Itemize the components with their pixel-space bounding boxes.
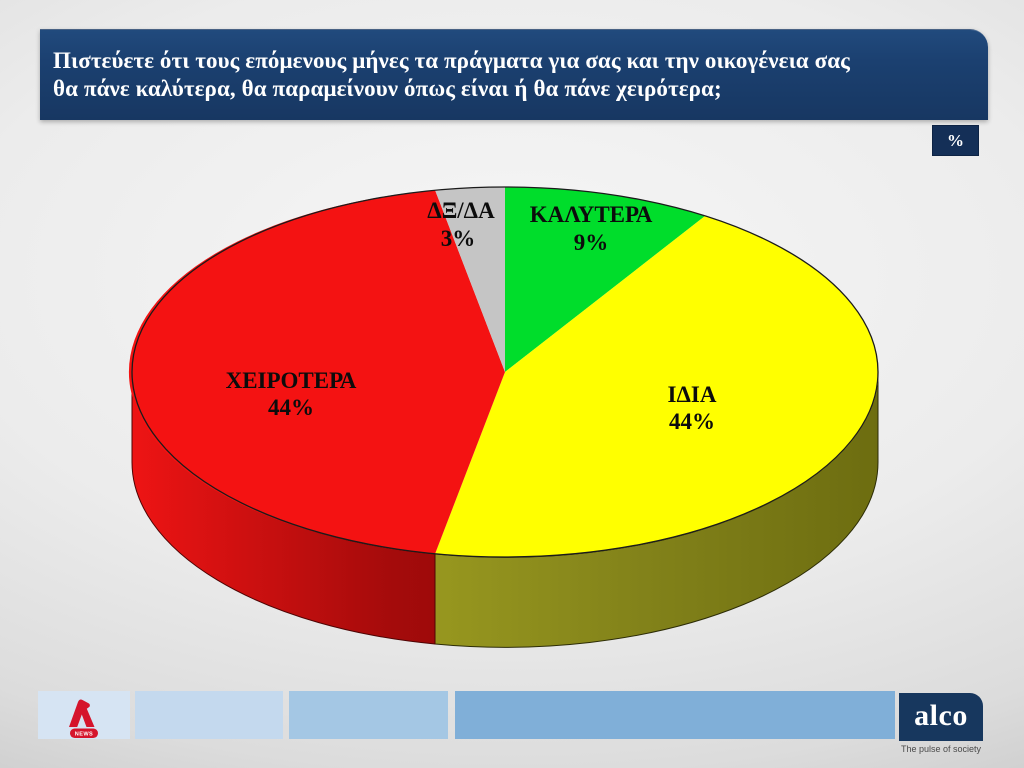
value-idia: 44% <box>669 409 715 434</box>
footer-tile-3 <box>289 691 448 739</box>
percent-unit-badge: % <box>932 125 979 156</box>
label-xeirotera: ΧΕΙΡΟΤΕΡΑ <box>226 368 357 393</box>
pie-slice-xeirotera <box>128 190 505 554</box>
footer-tile-2 <box>135 691 283 739</box>
alco-logo: alco <box>899 693 983 741</box>
value-kalytera: 9% <box>574 230 609 255</box>
label-idia: ΙΔΙΑ <box>668 382 717 407</box>
pie-slice-idia <box>435 216 879 558</box>
alco-tagline: The pulse of society <box>900 744 982 754</box>
alpha-news-logo-icon: NEWS <box>69 699 98 738</box>
pie-slice-dkda <box>435 186 505 372</box>
alpha-news-label: NEWS <box>75 732 93 738</box>
question-text-line1: Πιστεύετε ότι τους επόμενους μήνες τα πρ… <box>53 48 850 73</box>
pie-slice-kalytera <box>505 187 705 372</box>
label-kalytera: ΚΑΛΥΤΕΡΑ <box>530 202 653 227</box>
value-xeirotera: 44% <box>268 395 314 420</box>
value-dkda: 3% <box>441 226 476 251</box>
label-dkda: ΔΞ/ΔΑ <box>427 198 495 223</box>
question-banner: Πιστεύετε ότι τους επόμενους μήνες τα πρ… <box>40 29 988 120</box>
pie-top-outline <box>131 186 879 558</box>
question-text-line2: θα πάνε καλύτερα, θα παραμείνουν όπως εί… <box>53 76 722 101</box>
footer-tile-4 <box>455 691 895 739</box>
